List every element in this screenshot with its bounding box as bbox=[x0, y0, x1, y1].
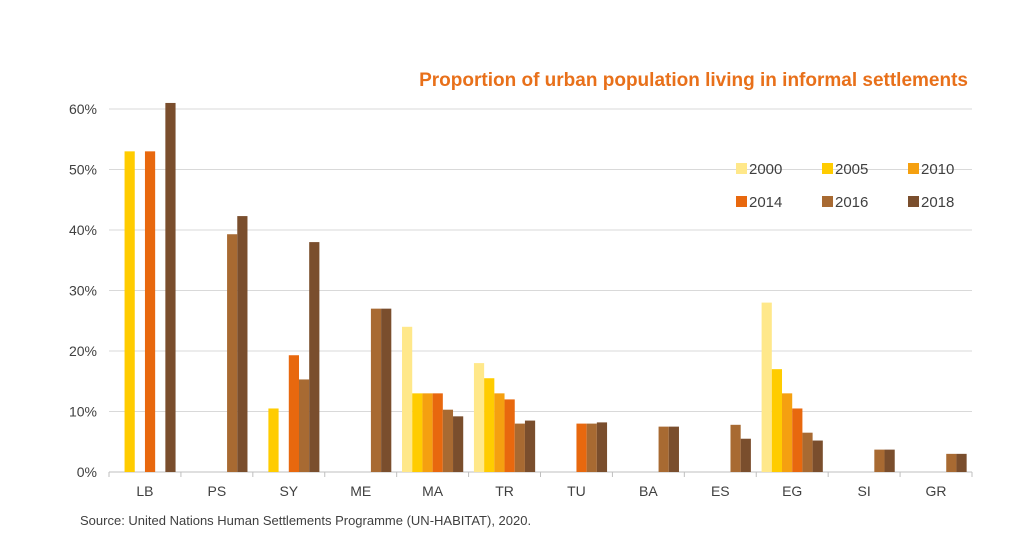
legend-label-2014: 2014 bbox=[749, 194, 782, 211]
bar-BA-2018 bbox=[668, 426, 679, 472]
legend-label-2016: 2016 bbox=[835, 194, 868, 211]
legend-swatch-2016 bbox=[822, 196, 833, 207]
bar-SY-2016 bbox=[298, 379, 310, 472]
bar-SI-2018 bbox=[884, 449, 895, 472]
bar-MA-2005 bbox=[412, 393, 423, 472]
x-tick-label: LB bbox=[136, 483, 153, 499]
bar-EG-2018 bbox=[812, 440, 823, 472]
x-tick-label: MA bbox=[422, 483, 444, 499]
bar-MA-2016 bbox=[442, 409, 454, 472]
bar-GR-2016 bbox=[946, 453, 957, 472]
x-tick-label: TU bbox=[567, 483, 586, 499]
bar-MA-2018 bbox=[453, 416, 464, 472]
x-axis-ticks: LB PS SY ME MA TR TU BA ES EG SI GR bbox=[108, 472, 973, 499]
bars bbox=[124, 102, 967, 472]
bar-TR-2016 bbox=[514, 423, 525, 472]
x-tick-label: ME bbox=[350, 483, 371, 499]
x-tick-label: BA bbox=[639, 483, 658, 499]
legend-label-2000: 2000 bbox=[749, 161, 782, 178]
legend-label-2005: 2005 bbox=[835, 161, 868, 178]
y-tick-label: 40% bbox=[69, 222, 97, 238]
legend-label-2010: 2010 bbox=[921, 161, 954, 178]
x-tick-label: EG bbox=[782, 483, 802, 499]
x-tick-label: SY bbox=[279, 483, 298, 499]
chart-title: Proportion of urban population living in… bbox=[419, 70, 968, 91]
bar-SI-2016 bbox=[874, 449, 885, 472]
y-tick-label: 20% bbox=[69, 343, 97, 359]
x-tick-label: SI bbox=[858, 483, 871, 499]
bar-TR-2010 bbox=[494, 393, 505, 472]
bar-TR-2005 bbox=[484, 378, 495, 472]
bar-EG-2010 bbox=[782, 393, 793, 472]
bar-SY-2005 bbox=[268, 408, 279, 472]
y-tick-label: 10% bbox=[69, 404, 97, 420]
source-note: Source: United Nations Human Settlements… bbox=[80, 513, 531, 528]
y-tick-label: 50% bbox=[69, 162, 97, 178]
bar-TR-2014 bbox=[504, 399, 515, 472]
bar-MA-2010 bbox=[422, 393, 433, 472]
x-tick-label: GR bbox=[926, 483, 947, 499]
bar-LB-2014 bbox=[144, 151, 156, 472]
bar-TR-2000 bbox=[473, 363, 485, 472]
bar-TU-2014 bbox=[576, 423, 587, 472]
legend-label-2018: 2018 bbox=[921, 194, 954, 211]
x-tick-label: ES bbox=[711, 483, 730, 499]
bar-EG-2014 bbox=[792, 408, 803, 472]
bar-ME-2018 bbox=[381, 308, 392, 472]
y-tick-label: 30% bbox=[69, 283, 97, 299]
bar-ES-2016 bbox=[730, 424, 741, 472]
bar-ME-2016 bbox=[370, 308, 382, 472]
x-tick-label: TR bbox=[495, 483, 514, 499]
x-tick-label: PS bbox=[208, 483, 227, 499]
y-axis-ticks: 0% 10% 20% 30% 40% 50% 60% bbox=[69, 101, 97, 480]
legend-swatch-2014 bbox=[736, 196, 747, 207]
bar-EG-2016 bbox=[802, 432, 813, 472]
legend-swatch-2005 bbox=[822, 163, 833, 174]
y-tick-label: 0% bbox=[77, 464, 97, 480]
bar-LB-2005 bbox=[124, 151, 135, 472]
bar-ES-2018 bbox=[740, 438, 751, 472]
bar-SY-2018 bbox=[309, 242, 320, 472]
legend-swatch-2000 bbox=[736, 163, 747, 174]
bar-EG-2000 bbox=[761, 302, 772, 472]
bar-PS-2018 bbox=[237, 216, 248, 472]
legend: 2000 2005 2010 2014 2016 2018 bbox=[736, 161, 954, 211]
bar-LB-2018 bbox=[165, 102, 176, 472]
legend-swatch-2010 bbox=[908, 163, 919, 174]
legend-swatch-2018 bbox=[908, 196, 919, 207]
bar-TR-2018 bbox=[524, 420, 536, 472]
y-tick-label: 60% bbox=[69, 101, 97, 117]
bar-GR-2018 bbox=[956, 453, 967, 472]
bar-SY-2014 bbox=[288, 355, 299, 472]
bar-PS-2016 bbox=[227, 234, 238, 472]
bar-MA-2014 bbox=[432, 393, 443, 472]
bar-TU-2016 bbox=[586, 423, 597, 472]
bar-BA-2016 bbox=[658, 426, 669, 472]
bar-MA-2000 bbox=[402, 326, 413, 472]
bar-TU-2018 bbox=[596, 422, 608, 472]
bar-EG-2005 bbox=[771, 369, 783, 472]
